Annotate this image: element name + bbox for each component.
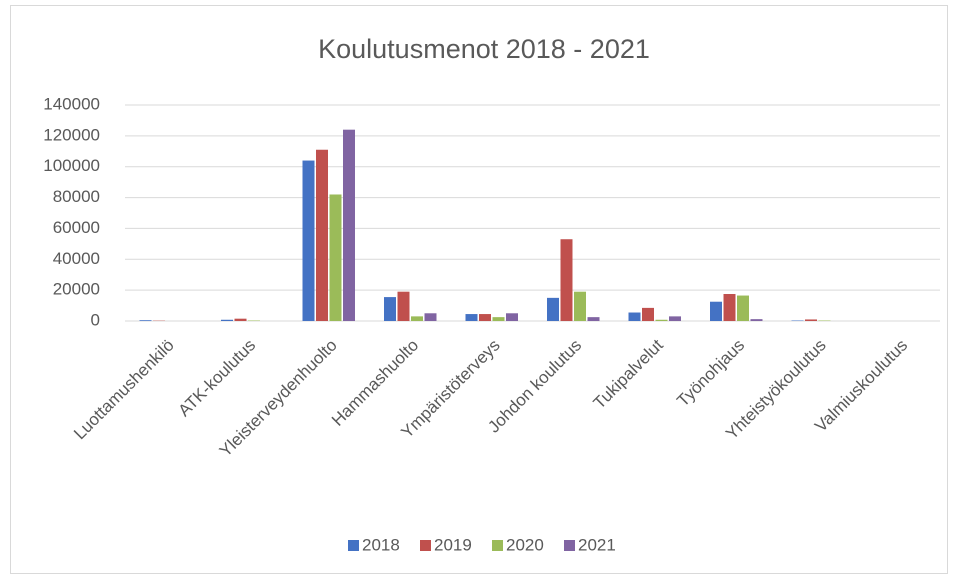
y-tick-label: 0 [91, 310, 100, 329]
bar [235, 319, 247, 321]
y-tick-label: 40000 [53, 249, 100, 268]
bar [303, 161, 315, 321]
bar [751, 319, 763, 321]
bar [479, 314, 491, 321]
chart-title: Koulutusmenot 2018 - 2021 [318, 34, 650, 64]
bar [737, 296, 749, 321]
legend-label: 2018 [362, 535, 400, 554]
bar [642, 308, 654, 321]
bar [805, 319, 817, 321]
bar [398, 292, 410, 321]
y-tick-label: 80000 [53, 187, 100, 206]
y-tick-label: 60000 [53, 218, 100, 237]
bar [547, 298, 559, 321]
bar [561, 239, 573, 321]
bar [656, 320, 668, 321]
chart-border [11, 6, 948, 574]
legend-label: 2021 [578, 535, 616, 554]
bar [140, 320, 152, 321]
bar [384, 297, 396, 321]
bar [343, 130, 355, 321]
legend-label: 2020 [506, 535, 544, 554]
bar [493, 317, 505, 321]
legend-label: 2019 [434, 535, 472, 554]
bar [724, 294, 736, 321]
bar [669, 316, 681, 321]
y-tick-label: 100000 [43, 156, 100, 175]
legend-swatch [348, 540, 359, 551]
legend-swatch [564, 540, 575, 551]
bar [330, 194, 342, 321]
bar [466, 314, 478, 321]
bar [316, 150, 328, 321]
bar [221, 320, 233, 321]
bar [506, 313, 518, 321]
bar [629, 313, 641, 321]
legend-swatch [420, 540, 431, 551]
bar [588, 317, 600, 321]
bar [710, 302, 722, 321]
legend-swatch [492, 540, 503, 551]
bar [411, 316, 423, 321]
y-tick-label: 20000 [53, 280, 100, 299]
bar [425, 313, 437, 321]
y-tick-label: 140000 [43, 94, 100, 113]
y-tick-label: 120000 [43, 125, 100, 144]
bar [574, 292, 586, 321]
